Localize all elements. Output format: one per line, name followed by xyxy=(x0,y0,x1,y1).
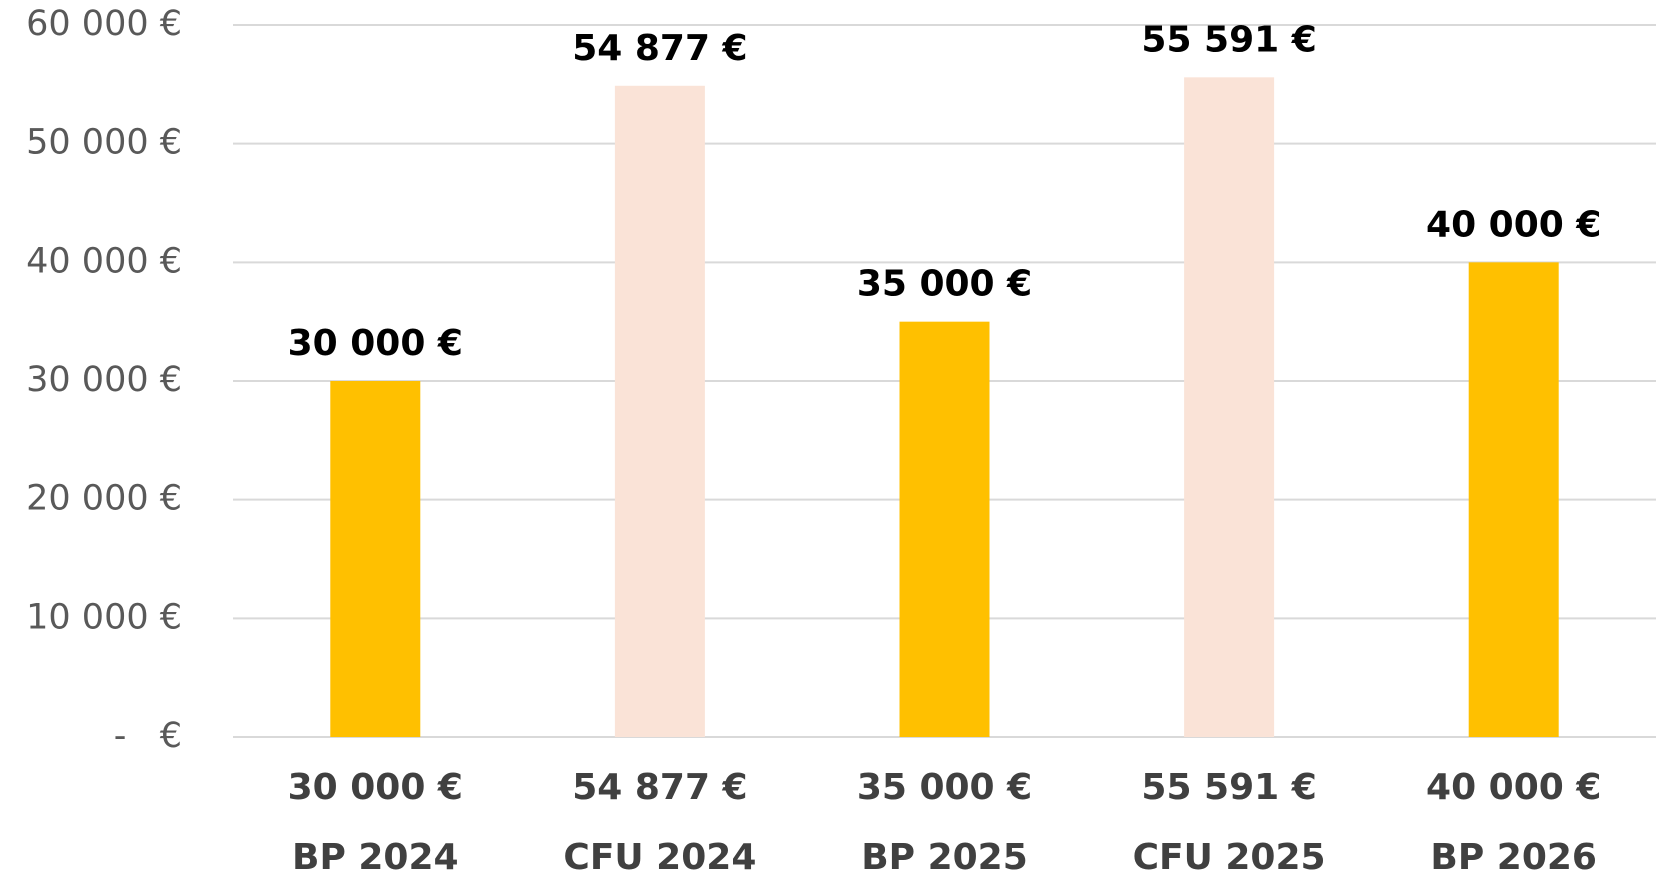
y-tick-label: 20 000 € xyxy=(26,479,182,519)
bar xyxy=(1184,77,1275,738)
table-value: 30 000 € xyxy=(288,767,463,808)
x-tick-label: CFU 2024 xyxy=(563,837,756,878)
x-tick-label: CFU 2025 xyxy=(1133,837,1326,878)
table-value: 40 000 € xyxy=(1426,767,1601,808)
y-tick-label: - € xyxy=(114,716,182,756)
table-value: 54 877 € xyxy=(572,767,747,808)
y-tick-label: 30 000 € xyxy=(26,360,182,400)
bar xyxy=(1468,262,1559,737)
data-label: 40 000 € xyxy=(1426,204,1601,245)
bar xyxy=(899,321,990,737)
y-tick-label: 40 000 € xyxy=(26,241,182,281)
data-label: 54 877 € xyxy=(572,28,747,69)
bar xyxy=(614,85,705,738)
x-tick-label: BP 2026 xyxy=(1430,837,1597,878)
table-value: 35 000 € xyxy=(857,767,1032,808)
data-label: 30 000 € xyxy=(288,323,463,364)
x-tick-label: BP 2024 xyxy=(292,837,459,878)
y-tick-label: 50 000 € xyxy=(26,123,182,163)
bar xyxy=(330,381,421,737)
data-label: 35 000 € xyxy=(857,264,1032,305)
y-tick-label: 10 000 € xyxy=(26,597,182,637)
table-value: 55 591 € xyxy=(1141,767,1316,808)
x-tick-label: BP 2025 xyxy=(861,837,1028,878)
y-tick-label: 60 000 € xyxy=(26,4,182,44)
data-label: 55 591 € xyxy=(1141,19,1316,60)
